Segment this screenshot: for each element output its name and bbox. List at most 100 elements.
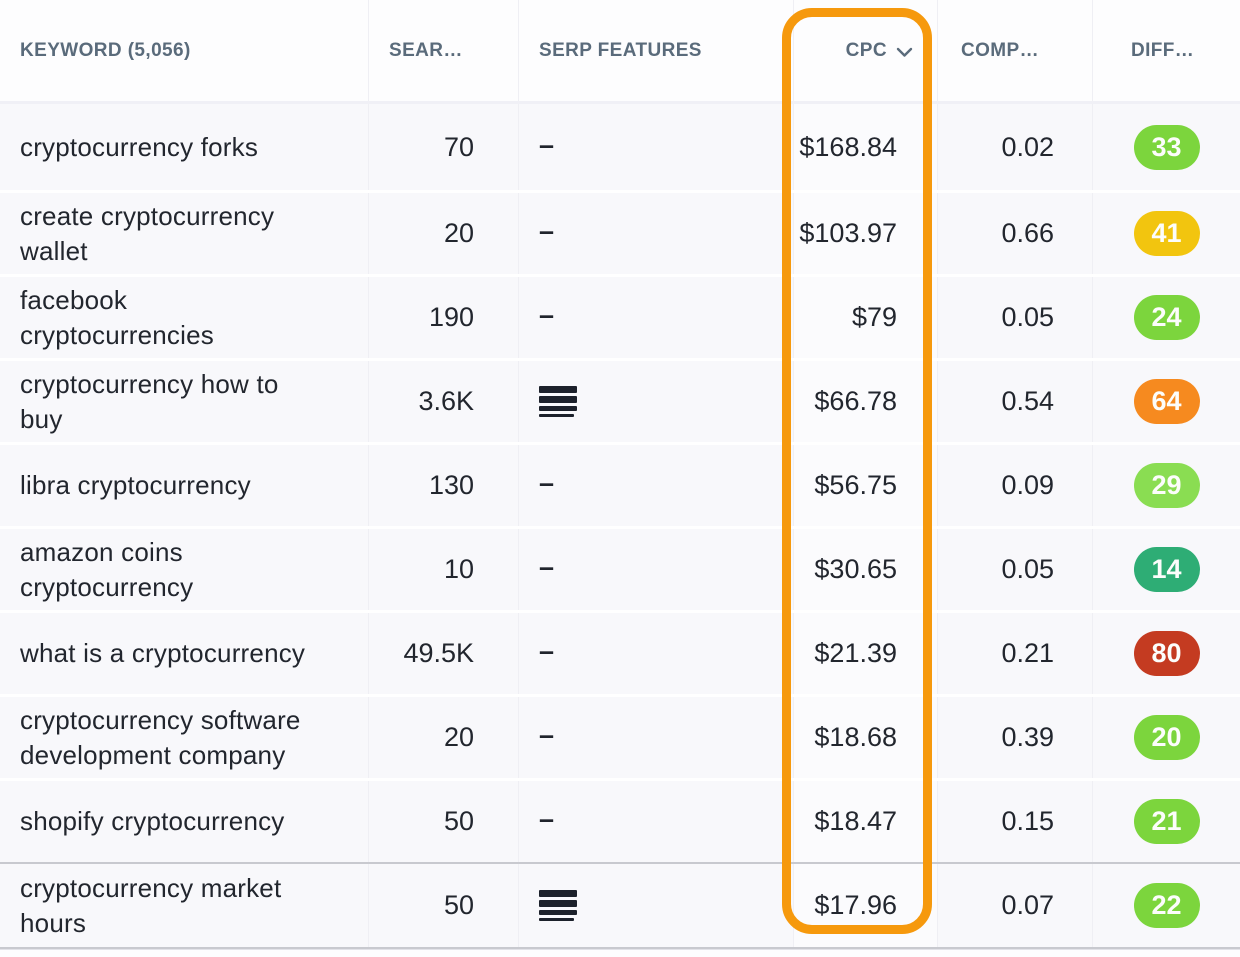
column-header-cpc[interactable]: CPC: [793, 0, 937, 101]
keyword-text[interactable]: libra cryptocurrency: [20, 470, 251, 500]
no-serp-features-dash: –: [539, 636, 555, 666]
keyword-cell[interactable]: create cryptocurrency wallet: [0, 193, 368, 274]
cpc-value: $18.47: [814, 806, 897, 836]
search-volume-value: 20: [443, 722, 474, 752]
table-row[interactable]: create cryptocurrency wallet 20 – $103.9…: [0, 190, 1240, 274]
table-row[interactable]: shopify cryptocurrency 50 – $18.47 0.15 …: [0, 778, 1240, 862]
table-row[interactable]: cryptocurrency forks 70 – $168.84 0.02 3…: [0, 104, 1240, 190]
competition-value: 0.54: [1001, 386, 1054, 416]
keyword-cell[interactable]: cryptocurrency software development comp…: [0, 697, 368, 778]
column-header-keyword[interactable]: KEYWORD (5,056): [0, 0, 368, 101]
no-serp-features-dash: –: [539, 804, 555, 834]
competition-value: 0.02: [1001, 131, 1054, 162]
table-body: cryptocurrency forks 70 – $168.84 0.02 3…: [0, 104, 1240, 949]
difficulty-cell: 21: [1092, 781, 1240, 862]
featured-snippet-icon[interactable]: [539, 890, 577, 921]
table-row[interactable]: facebook cryptocurrencies 190 – $79 0.05…: [0, 274, 1240, 358]
column-header-serp-features-label: SERP FEATURES: [539, 39, 702, 61]
keyword-text[interactable]: cryptocurrency software development comp…: [20, 704, 301, 770]
cpc-value: $30.65: [814, 554, 897, 584]
difficulty-badge: 24: [1133, 295, 1200, 340]
difficulty-cell: 33: [1092, 104, 1240, 190]
table-row[interactable]: cryptocurrency market hours 50 $17.96 0.…: [0, 862, 1240, 949]
search-volume-value: 50: [443, 890, 474, 920]
column-header-difficulty[interactable]: DIFF…: [1092, 0, 1240, 101]
column-header-competition-label: COMP…: [961, 39, 1039, 61]
table-row[interactable]: cryptocurrency software development comp…: [0, 694, 1240, 778]
cpc-cell: $18.68: [793, 697, 937, 778]
difficulty-badge: 33: [1133, 124, 1200, 170]
search-volume-cell: 190: [368, 277, 518, 358]
competition-value: 0.05: [1001, 554, 1054, 584]
keyword-text[interactable]: what is a cryptocurrency: [20, 638, 306, 668]
cpc-value: $18.68: [814, 722, 897, 752]
difficulty-cell: 14: [1092, 529, 1240, 610]
cpc-value: $17.96: [814, 890, 897, 920]
keyword-text[interactable]: cryptocurrency market hours: [20, 872, 282, 938]
difficulty-badge: 29: [1133, 463, 1200, 508]
keyword-text[interactable]: cryptocurrency how to buy: [20, 368, 279, 434]
cpc-value: $56.75: [814, 470, 897, 500]
column-header-search-volume[interactable]: SEAR…: [368, 0, 518, 101]
table-row[interactable]: cryptocurrency how to buy 3.6K $66.78 0.…: [0, 358, 1240, 442]
table-row[interactable]: libra cryptocurrency 130 – $56.75 0.09 2…: [0, 442, 1240, 526]
cpc-cell: $66.78: [793, 361, 937, 442]
keyword-text[interactable]: create cryptocurrency wallet: [20, 200, 275, 266]
difficulty-cell: 22: [1092, 864, 1240, 947]
competition-cell: 0.15: [937, 781, 1092, 862]
cpc-value: $21.39: [814, 638, 897, 668]
keyword-text[interactable]: facebook cryptocurrencies: [20, 284, 214, 350]
competition-cell: 0.54: [937, 361, 1092, 442]
column-header-cpc-label: CPC: [845, 39, 887, 61]
keyword-text[interactable]: amazon coins cryptocurrency: [20, 536, 194, 602]
competition-value: 0.66: [1001, 218, 1054, 248]
search-volume-cell: 130: [368, 445, 518, 526]
table-row[interactable]: amazon coins cryptocurrency 10 – $30.65 …: [0, 526, 1240, 610]
keyword-cell[interactable]: facebook cryptocurrencies: [0, 277, 368, 358]
keyword-cell[interactable]: amazon coins cryptocurrency: [0, 529, 368, 610]
cpc-value: $66.78: [814, 386, 897, 416]
difficulty-badge: 80: [1133, 631, 1200, 676]
competition-cell: 0.66: [937, 193, 1092, 274]
keyword-text[interactable]: cryptocurrency forks: [20, 131, 259, 162]
search-volume-cell: 20: [368, 697, 518, 778]
cpc-cell: $30.65: [793, 529, 937, 610]
serp-features-cell: –: [518, 277, 793, 358]
no-serp-features-dash: –: [539, 216, 555, 246]
keyword-cell[interactable]: cryptocurrency market hours: [0, 864, 368, 947]
search-volume-cell: 50: [368, 781, 518, 862]
featured-snippet-icon[interactable]: [539, 386, 577, 417]
competition-cell: 0.05: [937, 277, 1092, 358]
cpc-value: $103.97: [799, 218, 897, 248]
no-serp-features-dash: –: [539, 300, 555, 330]
cpc-cell: $56.75: [793, 445, 937, 526]
table-row[interactable]: what is a cryptocurrency 49.5K – $21.39 …: [0, 610, 1240, 694]
serp-features-cell: [518, 361, 793, 442]
competition-value: 0.39: [1001, 722, 1054, 752]
search-volume-value: 49.5K: [403, 638, 474, 668]
column-header-competition[interactable]: COMP…: [937, 0, 1092, 101]
keyword-text[interactable]: shopify cryptocurrency: [20, 806, 285, 836]
no-serp-features-dash: –: [539, 720, 555, 750]
serp-features-cell: –: [518, 613, 793, 694]
search-volume-value: 3.6K: [418, 386, 474, 416]
search-volume-value: 50: [443, 806, 474, 836]
keyword-cell[interactable]: cryptocurrency how to buy: [0, 361, 368, 442]
competition-value: 0.05: [1001, 302, 1054, 332]
competition-value: 0.07: [1001, 890, 1054, 920]
no-serp-features-dash: –: [539, 552, 555, 582]
keyword-cell[interactable]: shopify cryptocurrency: [0, 781, 368, 862]
competition-value: 0.09: [1001, 470, 1054, 500]
serp-features-cell: –: [518, 781, 793, 862]
column-header-search-volume-label: SEAR…: [389, 39, 463, 61]
keyword-cell[interactable]: what is a cryptocurrency: [0, 613, 368, 694]
column-header-serp-features[interactable]: SERP FEATURES: [518, 0, 793, 101]
difficulty-cell: 20: [1092, 697, 1240, 778]
search-volume-cell: 20: [368, 193, 518, 274]
keyword-cell[interactable]: cryptocurrency forks: [0, 104, 368, 190]
cpc-cell: $79: [793, 277, 937, 358]
next-row-partial: [0, 949, 1240, 957]
keyword-cell[interactable]: libra cryptocurrency: [0, 445, 368, 526]
serp-features-cell: –: [518, 529, 793, 610]
